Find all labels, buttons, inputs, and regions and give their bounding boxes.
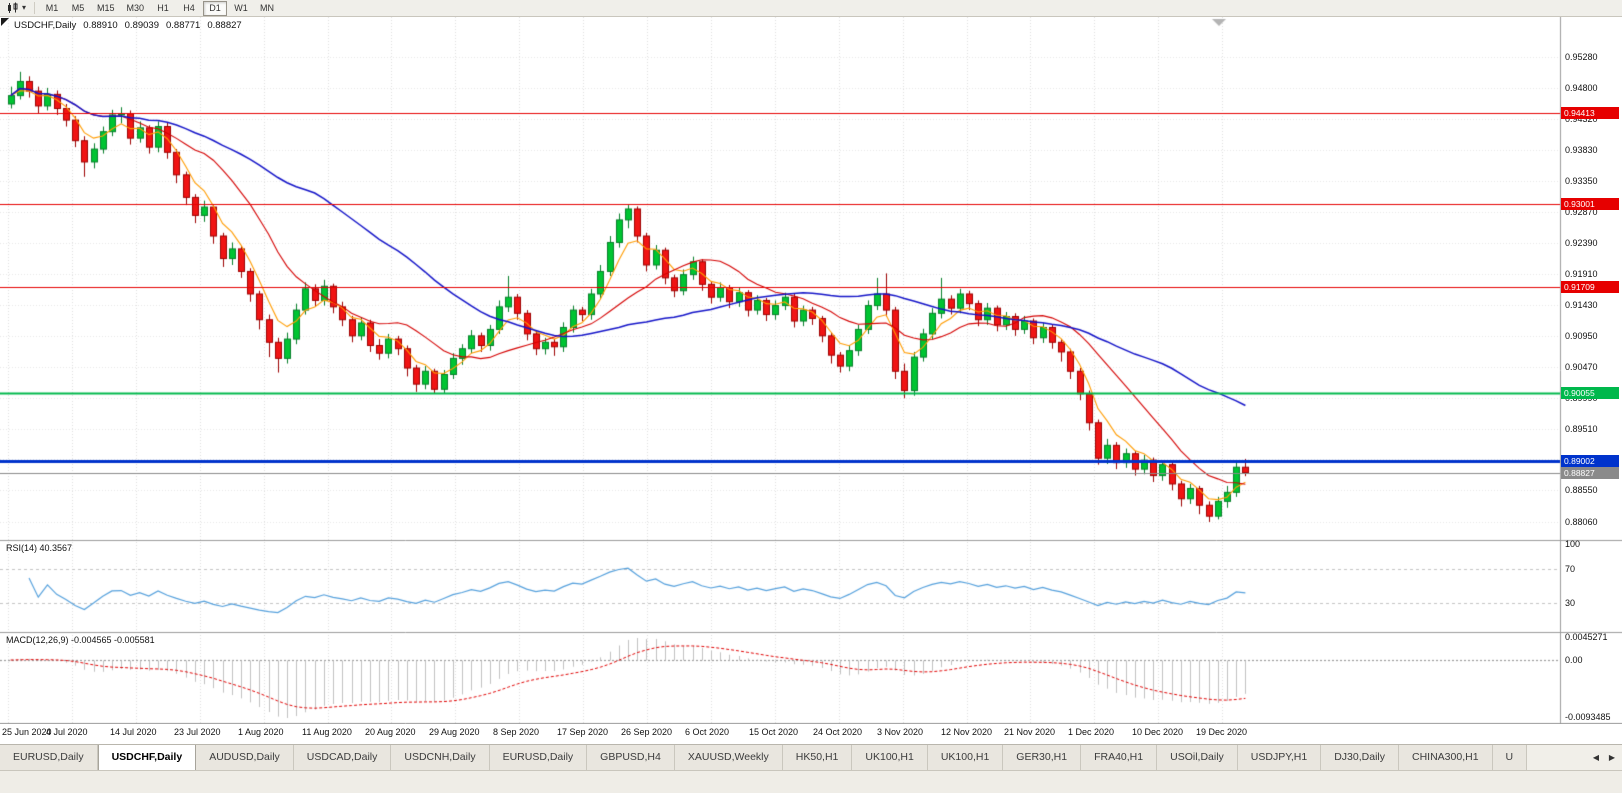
date-axis-label: 11 Aug 2020 bbox=[302, 727, 352, 737]
chart-tab-usoil-daily[interactable]: USOil,Daily bbox=[1157, 745, 1238, 770]
date-axis-label: 24 Oct 2020 bbox=[813, 727, 863, 737]
tf-button-m5[interactable]: M5 bbox=[71, 2, 85, 13]
tab-scroll-buttons: ◀ ▶ bbox=[1588, 745, 1622, 770]
chart-area: USDCHF,Daily 0.88910 0.89039 0.88771 0.8… bbox=[0, 17, 1622, 724]
price-axis-label: 0.88060 bbox=[1565, 517, 1598, 527]
date-axis-label: 19 Dec 2020 bbox=[1196, 727, 1248, 737]
tf-button-d1[interactable]: D1 bbox=[203, 0, 228, 16]
ohlc-low: 0.88771 bbox=[165, 20, 201, 31]
price-axis-label: 0.90950 bbox=[1565, 331, 1598, 341]
chart-tab-eurusd-daily[interactable]: EURUSD,Daily bbox=[0, 745, 98, 770]
chart-tab-audusd-daily[interactable]: AUDUSD,Daily bbox=[196, 745, 294, 770]
price-axis-label: 0.94800 bbox=[1565, 83, 1598, 93]
toolbar-separator bbox=[34, 2, 36, 14]
tf-button-h4[interactable]: H4 bbox=[183, 2, 195, 13]
chart-tabs: EURUSD,Daily USDCHF,Daily AUDUSD,Daily USDC… bbox=[0, 745, 1528, 770]
date-axis[interactable]: 25 Jun 2020 4 Jul 2020 14 Jul 2020 23 Jul 2… bbox=[0, 724, 1622, 744]
chart-tab-usdcnh-daily[interactable]: USDCNH,Daily bbox=[391, 745, 490, 770]
date-axis-label: 29 Aug 2020 bbox=[429, 727, 480, 737]
price-axis-label: 0.89510 bbox=[1565, 424, 1598, 434]
date-axis-label: 1 Aug 2020 bbox=[238, 727, 284, 737]
date-axis-label: 12 Nov 2020 bbox=[941, 727, 993, 737]
date-axis-label: 21 Nov 2020 bbox=[1004, 727, 1056, 737]
price-tag-0.93001[interactable]: 0.93001 bbox=[1561, 198, 1619, 210]
macd-axis-label: -0.0093485 bbox=[1565, 712, 1611, 722]
chart-canvas[interactable] bbox=[0, 17, 1622, 724]
chart-tab-usdchf-daily[interactable]: USDCHF,Daily bbox=[97, 745, 197, 770]
status-bar bbox=[0, 770, 1622, 793]
chart-tab-hk50-h1[interactable]: HK50,H1 bbox=[782, 745, 853, 770]
ohlc-high: 0.89039 bbox=[124, 20, 159, 31]
chart-tab-fra40-h1[interactable]: FRA40,H1 bbox=[1081, 745, 1158, 770]
price-axis-label: 0.93830 bbox=[1565, 145, 1598, 155]
main-toolbar: ▾ M1 M5 M15 M30 H1 H4 D1 W1 MN bbox=[0, 0, 1622, 17]
macd-axis-label: 0.0045271 bbox=[1565, 632, 1608, 642]
chart-tab-usdjpy-h1[interactable]: USDJPY,H1 bbox=[1237, 745, 1322, 770]
chart-tab-dj30-daily[interactable]: DJ30,Daily bbox=[1321, 745, 1399, 770]
tab-scroll-right-button[interactable]: ▶ bbox=[1608, 753, 1616, 762]
date-axis-label: 23 Jul 2020 bbox=[174, 727, 221, 737]
chart-header: USDCHF,Daily 0.88910 0.89039 0.88771 0.8… bbox=[14, 20, 242, 31]
candlestick-icon bbox=[8, 2, 18, 13]
date-axis-label: 8 Sep 2020 bbox=[493, 727, 540, 737]
chart-corner-icon bbox=[1, 18, 9, 26]
price-axis-label: 0.90470 bbox=[1565, 362, 1598, 372]
price-axis-label: 0.88550 bbox=[1565, 485, 1598, 495]
date-axis-label: 1 Dec 2020 bbox=[1068, 727, 1115, 737]
date-axis-label: 10 Dec 2020 bbox=[1132, 727, 1184, 737]
rsi-axis-label: 100 bbox=[1565, 539, 1581, 549]
price-tag-0.90055[interactable]: 0.90055 bbox=[1561, 387, 1619, 399]
date-axis-label: 6 Oct 2020 bbox=[685, 727, 730, 737]
chart-tab-gbpusd-h4[interactable]: GBPUSD,H4 bbox=[587, 745, 675, 770]
date-axis-label: 14 Jul 2020 bbox=[110, 727, 157, 737]
price-tag-0.88827: 0.88827 bbox=[1561, 467, 1619, 479]
chart-tab-u[interactable]: U bbox=[1492, 745, 1528, 770]
rsi-indicator-label: RSI(14) 40.3567 bbox=[6, 543, 73, 553]
price-tag-0.94413[interactable]: 0.94413 bbox=[1561, 107, 1619, 119]
chart-tab-ger30-h1[interactable]: GER30,H1 bbox=[1003, 745, 1082, 770]
chart-type-icon[interactable] bbox=[4, 1, 22, 15]
price-axis-label: 0.93350 bbox=[1565, 176, 1598, 186]
ohlc-close: 0.88827 bbox=[207, 20, 242, 31]
chart-tabbar: EURUSD,Daily USDCHF,Daily AUDUSD,Daily USDC… bbox=[0, 744, 1622, 770]
chart-tab-uk100-h1[interactable]: UK100,H1 bbox=[852, 745, 928, 770]
tab-scroll-left-button[interactable]: ◀ bbox=[1592, 753, 1600, 762]
date-axis-label: 26 Sep 2020 bbox=[621, 727, 673, 737]
tf-button-m15[interactable]: M15 bbox=[97, 2, 115, 13]
rsi-axis-label: 30 bbox=[1565, 598, 1576, 608]
date-axis-label: 3 Nov 2020 bbox=[877, 727, 924, 737]
price-axis-label: 0.94320 bbox=[1565, 114, 1598, 124]
date-axis-label: 20 Aug 2020 bbox=[365, 727, 416, 737]
tf-button-m1[interactable]: M1 bbox=[45, 2, 59, 13]
ohlc-open: 0.88910 bbox=[83, 20, 118, 31]
chart-tab-eurusd-daily[interactable]: EURUSD,Daily bbox=[489, 745, 588, 770]
price-axis-label: 0.92390 bbox=[1565, 238, 1598, 248]
date-axis-label: 17 Sep 2020 bbox=[557, 727, 609, 737]
chart-tab-usdcad-daily[interactable]: USDCAD,Daily bbox=[293, 745, 392, 770]
price-axis-label: 0.91430 bbox=[1565, 300, 1598, 310]
rsi-axis-label: 70 bbox=[1565, 564, 1576, 574]
price-tag-0.91709[interactable]: 0.91709 bbox=[1561, 281, 1619, 293]
symbol-label: USDCHF,Daily bbox=[14, 20, 77, 31]
chart-tab-uk100-h1[interactable]: UK100,H1 bbox=[927, 745, 1004, 770]
chart-tab-china300-h1[interactable]: CHINA300,H1 bbox=[1399, 745, 1493, 770]
price-axis-label: 0.92870 bbox=[1565, 207, 1598, 217]
timeframe-buttons: M1 M5 M15 M30 H1 H4 D1 W1 MN bbox=[40, 0, 279, 16]
tf-button-mn[interactable]: MN bbox=[260, 2, 275, 13]
date-axis-label: 15 Oct 2020 bbox=[749, 727, 799, 737]
price-axis-label: 0.95280 bbox=[1565, 52, 1598, 62]
macd-indicator-label: MACD(12,26,9) -0.004565 -0.005581 bbox=[6, 635, 155, 645]
macd-axis-label: 0.00 bbox=[1565, 655, 1583, 665]
tf-button-w1[interactable]: W1 bbox=[234, 2, 248, 13]
price-axis-label: 0.91910 bbox=[1565, 269, 1598, 279]
price-tag-0.89002[interactable]: 0.89002 bbox=[1561, 455, 1619, 467]
chart-type-dropdown-icon[interactable]: ▾ bbox=[22, 3, 27, 12]
date-axis-label: 25 Jun 2020 bbox=[2, 727, 52, 737]
chart-tab-xauusd-weekly[interactable]: XAUUSD,Weekly bbox=[674, 745, 783, 770]
tf-button-h1[interactable]: H1 bbox=[157, 2, 169, 13]
date-axis-label: 4 Jul 2020 bbox=[46, 727, 88, 737]
tf-button-m30[interactable]: M30 bbox=[126, 2, 145, 13]
